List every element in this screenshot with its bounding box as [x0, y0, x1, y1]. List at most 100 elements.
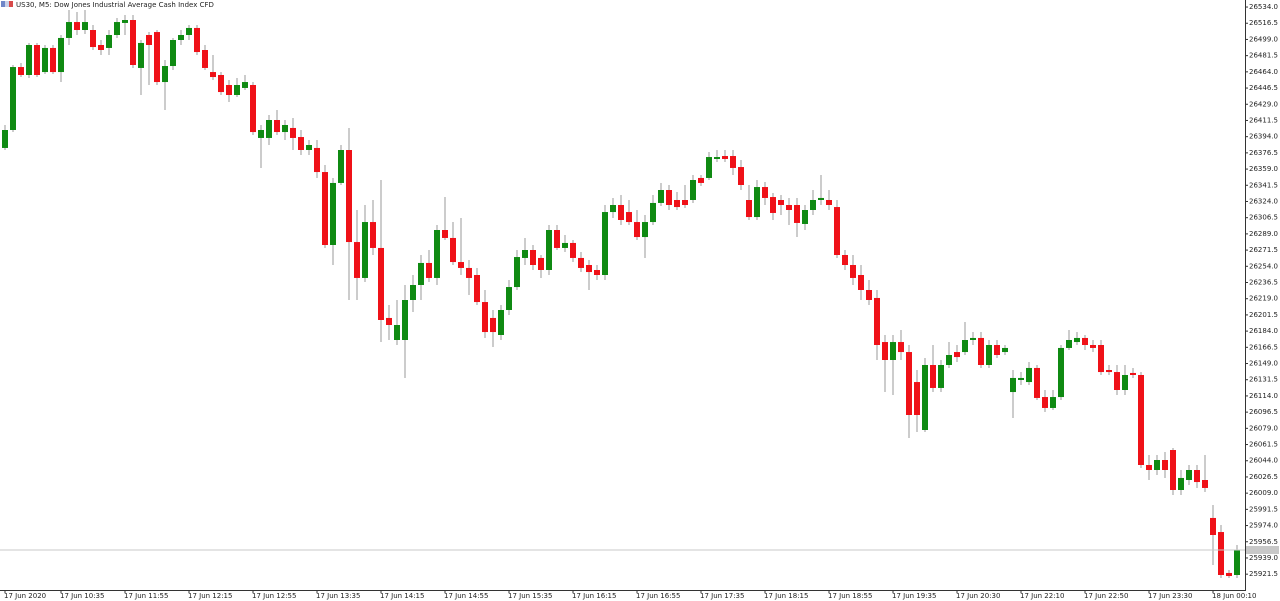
candle-body [82, 22, 88, 30]
candle-body [1194, 470, 1200, 483]
y-tick-label: 26114.0 [1249, 392, 1278, 400]
candle-body [1066, 340, 1072, 348]
candle-body [794, 205, 800, 223]
x-tick-label: 17 Jun 13:35 [316, 592, 360, 600]
candle-body [410, 285, 416, 300]
candle-body [2, 130, 8, 148]
x-tick-label: 17 Jun 14:55 [444, 592, 488, 600]
candle-body [786, 205, 792, 210]
x-tick-label: 17 Jun 16:55 [636, 592, 680, 600]
x-tick-label: 17 Jun 22:50 [1084, 592, 1128, 600]
candle-body [954, 352, 960, 358]
candle-body [570, 242, 576, 258]
candle-body [26, 45, 32, 75]
y-tick-label: 25921.5 [1249, 570, 1278, 578]
candle-body [362, 222, 368, 278]
x-tick-label: 18 Jun 00:10 [1212, 592, 1256, 600]
candle-body [490, 317, 496, 333]
candle-body [1002, 347, 1008, 353]
candle-body [738, 167, 744, 185]
y-tick-label: 26044.0 [1249, 457, 1278, 465]
y-tick-label: 26446.5 [1249, 84, 1278, 92]
candle-body [858, 275, 864, 290]
candle-body [506, 287, 512, 310]
x-tick-label: 17 Jun 23:30 [1148, 592, 1192, 600]
candle-body [890, 342, 896, 360]
candle-body [18, 67, 24, 75]
y-tick-label: 26184.0 [1249, 327, 1278, 335]
y-tick-label: 26009.0 [1249, 489, 1278, 497]
candle-body [354, 242, 360, 278]
candle-body [978, 337, 984, 365]
candle-body [946, 355, 952, 365]
candle-body [914, 382, 920, 415]
candle-body [690, 180, 696, 200]
candle-body [290, 127, 296, 138]
candle-body [226, 85, 232, 95]
candle-body [522, 250, 528, 258]
candle-body [138, 42, 144, 68]
candle-body [1234, 550, 1240, 575]
candle-body [722, 156, 728, 159]
candle-body [578, 257, 584, 268]
candle-body [1026, 367, 1032, 383]
candle-body [418, 262, 424, 285]
candle-body [234, 85, 240, 95]
candle-body [650, 202, 656, 223]
x-tick-label: 17 Jun 15:35 [508, 592, 552, 600]
y-tick-label: 26516.5 [1249, 19, 1278, 27]
candle-body [98, 45, 104, 50]
candle-body [1058, 347, 1064, 398]
y-tick-label: 26219.0 [1249, 295, 1278, 303]
candle-body [818, 197, 824, 200]
candle-body [458, 262, 464, 268]
candle-body [906, 352, 912, 415]
candle-body [1018, 377, 1024, 380]
y-tick-label: 26236.5 [1249, 279, 1278, 287]
candle-body [842, 255, 848, 265]
chart-title: US30, M5: Dow Jones Industrial Average C… [16, 1, 214, 9]
candle-body [994, 345, 1000, 355]
y-tick-label: 26429.0 [1249, 100, 1278, 108]
candle-body [498, 310, 504, 335]
y-tick-label: 26341.5 [1249, 181, 1278, 189]
candle-body [426, 262, 432, 278]
candle-body [394, 325, 400, 340]
candle-body [666, 190, 672, 205]
x-tick-label: 17 Jun 14:15 [380, 592, 424, 600]
candle-body [258, 130, 264, 138]
candle-body [538, 257, 544, 270]
candle-body [402, 300, 408, 340]
candle-body [330, 182, 336, 245]
candle-body [658, 190, 664, 203]
candle-body [66, 22, 72, 38]
candle-body [642, 222, 648, 238]
candle-body [306, 145, 312, 150]
candle-body [1202, 480, 1208, 488]
candle-body [610, 205, 616, 213]
candle-body [162, 66, 168, 83]
candle-body [474, 275, 480, 303]
y-tick-label: 26254.0 [1249, 262, 1278, 270]
candle-body [866, 290, 872, 300]
candle-body [930, 365, 936, 388]
candle-body [314, 147, 320, 173]
y-tick-label: 25974.0 [1249, 522, 1278, 530]
y-tick-label: 26061.5 [1249, 441, 1278, 449]
x-tick-label: 17 Jun 18:15 [764, 592, 808, 600]
candle-body [546, 230, 552, 270]
last-price-tag [1246, 546, 1279, 554]
candle-body [802, 210, 808, 224]
x-tick-label: 17 Jun 11:55 [124, 592, 168, 600]
candle-body [274, 120, 280, 133]
candle-body [514, 257, 520, 288]
candle-body [730, 156, 736, 168]
x-tick-label: 17 Jun 19:35 [892, 592, 936, 600]
y-tick-label: 26324.0 [1249, 197, 1278, 205]
candle-body [34, 45, 40, 75]
candle-body [178, 35, 184, 40]
candle-body [154, 32, 160, 83]
candle-body [90, 30, 96, 48]
